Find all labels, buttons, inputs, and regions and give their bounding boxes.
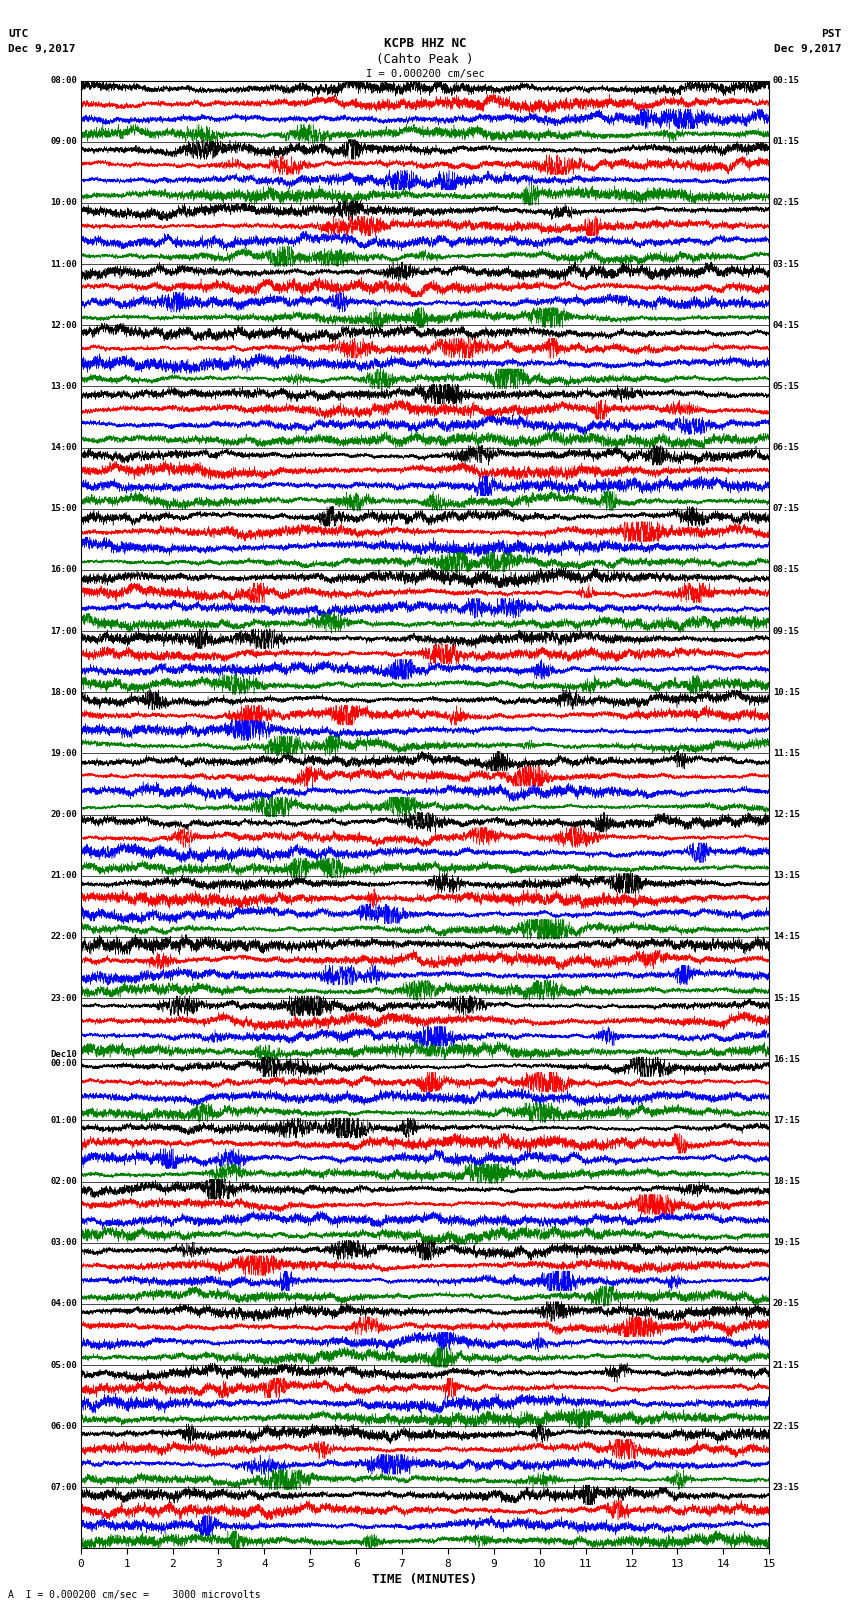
Text: 17:15: 17:15 (773, 1116, 800, 1124)
Text: 19:15: 19:15 (773, 1239, 800, 1247)
Text: A  I = 0.000200 cm/sec =    3000 microvolts: A I = 0.000200 cm/sec = 3000 microvolts (8, 1590, 261, 1600)
Text: 18:15: 18:15 (773, 1177, 800, 1186)
Text: 08:15: 08:15 (773, 566, 800, 574)
Text: 21:15: 21:15 (773, 1360, 800, 1369)
Text: 13:00: 13:00 (50, 382, 77, 390)
Text: 03:00: 03:00 (50, 1239, 77, 1247)
Text: 10:00: 10:00 (50, 198, 77, 208)
Text: 06:00: 06:00 (50, 1421, 77, 1431)
Text: Dec 9,2017: Dec 9,2017 (774, 44, 842, 53)
Text: 23:00: 23:00 (50, 994, 77, 1003)
Text: 12:00: 12:00 (50, 321, 77, 329)
Text: 07:00: 07:00 (50, 1482, 77, 1492)
Text: 09:00: 09:00 (50, 137, 77, 147)
Text: Dec10: Dec10 (50, 1050, 77, 1060)
Text: 14:15: 14:15 (773, 932, 800, 942)
Text: 11:15: 11:15 (773, 748, 800, 758)
Text: 22:00: 22:00 (50, 932, 77, 942)
Text: KCPB HHZ NC: KCPB HHZ NC (383, 37, 467, 50)
Text: 01:15: 01:15 (773, 137, 800, 147)
Text: 20:15: 20:15 (773, 1300, 800, 1308)
Text: 16:15: 16:15 (773, 1055, 800, 1063)
Text: 09:15: 09:15 (773, 626, 800, 636)
Text: 17:00: 17:00 (50, 626, 77, 636)
Text: 04:00: 04:00 (50, 1300, 77, 1308)
Text: 04:15: 04:15 (773, 321, 800, 329)
Text: (Cahto Peak ): (Cahto Peak ) (377, 53, 473, 66)
Text: 10:15: 10:15 (773, 687, 800, 697)
Text: 00:15: 00:15 (773, 76, 800, 85)
Text: 23:15: 23:15 (773, 1482, 800, 1492)
Text: PST: PST (821, 29, 842, 39)
Text: 00:00: 00:00 (50, 1060, 77, 1068)
Text: 11:00: 11:00 (50, 260, 77, 269)
Text: I = 0.000200 cm/sec: I = 0.000200 cm/sec (366, 69, 484, 79)
Text: 08:00: 08:00 (50, 76, 77, 85)
Text: 15:15: 15:15 (773, 994, 800, 1003)
Text: 02:15: 02:15 (773, 198, 800, 208)
Text: Dec 9,2017: Dec 9,2017 (8, 44, 76, 53)
Text: 21:00: 21:00 (50, 871, 77, 881)
Text: 01:00: 01:00 (50, 1116, 77, 1124)
Text: 13:15: 13:15 (773, 871, 800, 881)
Text: 20:00: 20:00 (50, 810, 77, 819)
Text: 19:00: 19:00 (50, 748, 77, 758)
Text: 07:15: 07:15 (773, 505, 800, 513)
Text: 03:15: 03:15 (773, 260, 800, 269)
Text: 12:15: 12:15 (773, 810, 800, 819)
Text: 18:00: 18:00 (50, 687, 77, 697)
X-axis label: TIME (MINUTES): TIME (MINUTES) (372, 1573, 478, 1586)
Text: 02:00: 02:00 (50, 1177, 77, 1186)
Text: 06:15: 06:15 (773, 444, 800, 452)
Text: UTC: UTC (8, 29, 29, 39)
Text: 22:15: 22:15 (773, 1421, 800, 1431)
Text: 05:15: 05:15 (773, 382, 800, 390)
Text: 15:00: 15:00 (50, 505, 77, 513)
Text: 14:00: 14:00 (50, 444, 77, 452)
Text: 05:00: 05:00 (50, 1360, 77, 1369)
Text: 16:00: 16:00 (50, 566, 77, 574)
